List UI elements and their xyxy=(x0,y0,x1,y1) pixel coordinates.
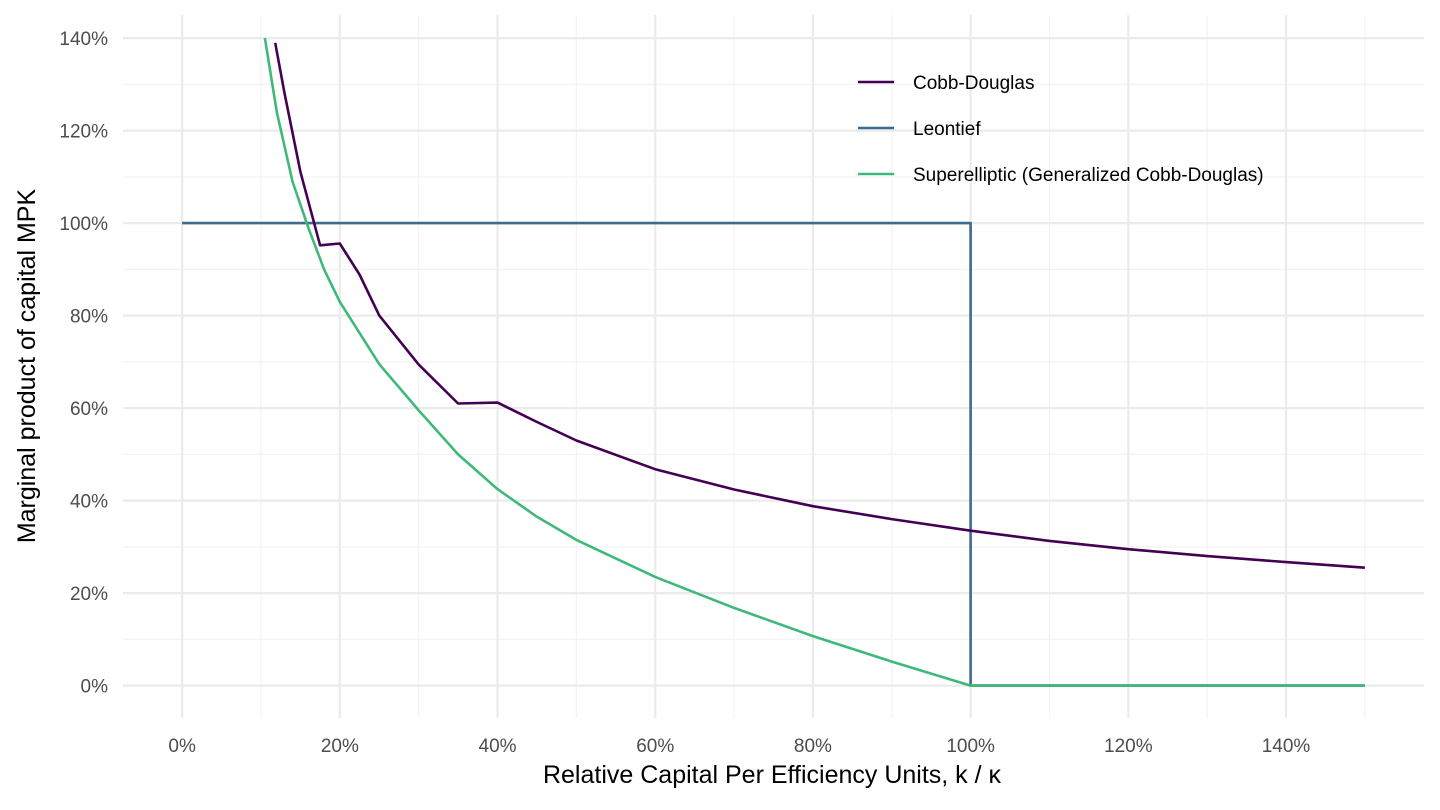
x-tick-label: 0% xyxy=(168,736,196,757)
y-tick-label: 120% xyxy=(59,122,108,143)
legend: Cobb-Douglas Leontief Superelliptic (Gener… xyxy=(858,73,1264,186)
y-tick-label: 80% xyxy=(70,307,108,328)
grid xyxy=(123,15,1424,718)
legend-label: Superelliptic (Generalized Cobb-Douglas) xyxy=(913,165,1264,186)
y-tick-label: 60% xyxy=(70,399,108,420)
x-tick-label: 100% xyxy=(946,736,995,757)
x-tick-label: 20% xyxy=(321,736,359,757)
x-axis-title: Relative Capital Per Efficiency Units, k… xyxy=(543,761,1002,789)
series-line-cobb-douglas xyxy=(273,42,1365,569)
x-tick-label: 120% xyxy=(1104,736,1153,757)
legend-label: Cobb-Douglas xyxy=(913,73,1034,94)
y-axis-title: Marginal product of capital MPK xyxy=(13,189,41,544)
x-tick-label: 60% xyxy=(636,736,674,757)
y-axis-ticks: 0% 20% 40% 60% 80% 100% 120% 140% xyxy=(59,29,108,698)
y-tick-label: 20% xyxy=(70,584,108,605)
legend-label: Leontief xyxy=(913,119,981,140)
x-tick-label: 80% xyxy=(794,736,832,757)
series-line-superelliptic-generalized-cobb-douglas xyxy=(263,37,1365,687)
x-tick-label: 40% xyxy=(479,736,517,757)
x-axis-ticks: 0% 20% 40% 60% 80% 100% 120% 140% xyxy=(168,736,1310,757)
y-tick-label: 40% xyxy=(70,492,108,513)
x-tick-label: 140% xyxy=(1262,736,1311,757)
y-tick-label: 0% xyxy=(81,677,109,698)
y-tick-label: 140% xyxy=(59,29,108,50)
series-lines xyxy=(182,37,1365,687)
y-tick-label: 100% xyxy=(59,214,108,235)
